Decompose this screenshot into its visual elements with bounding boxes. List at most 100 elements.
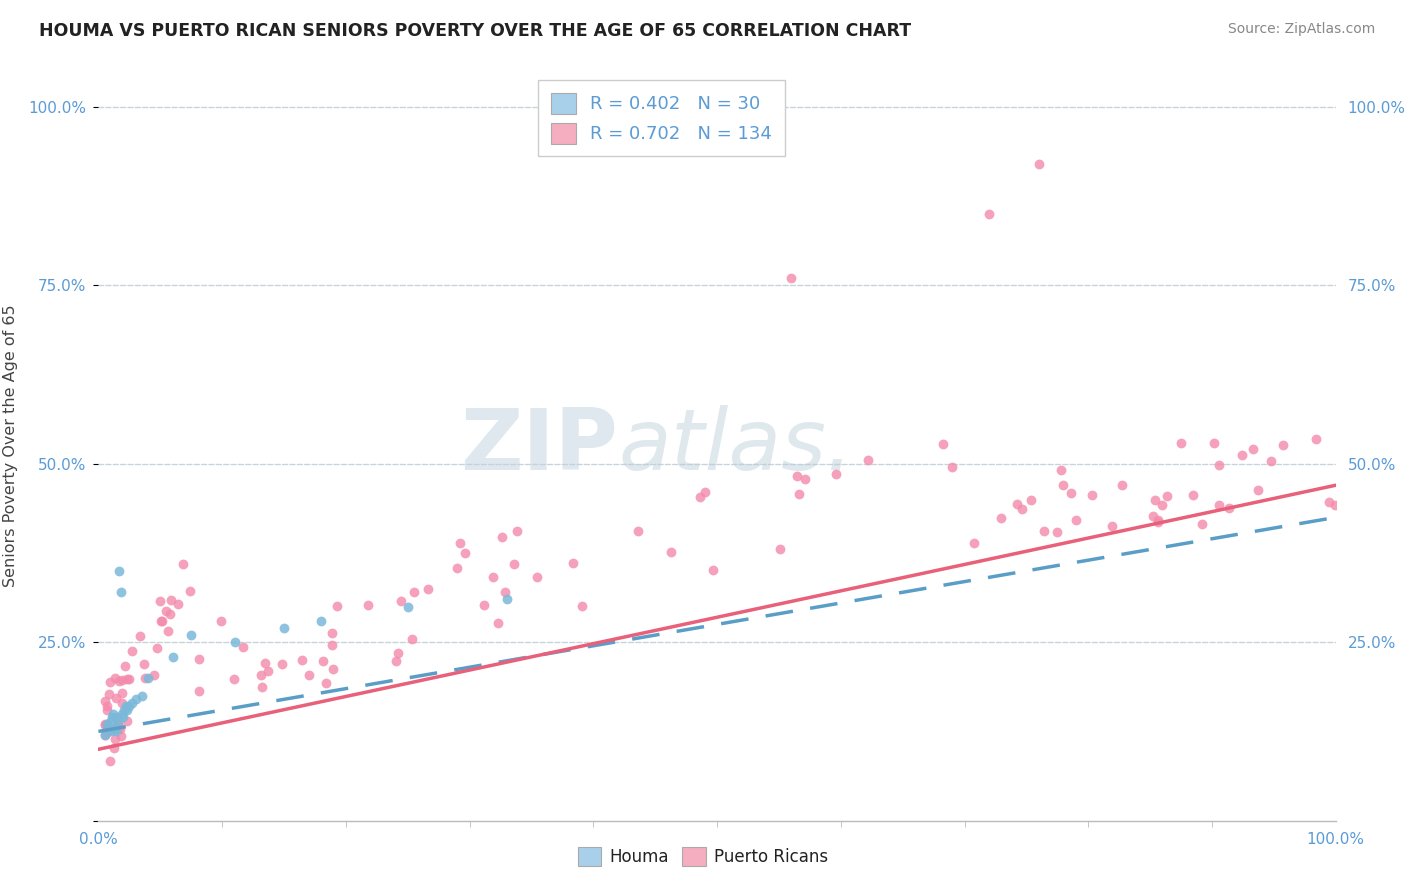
Point <box>321 626 343 640</box>
Point <box>561 556 583 570</box>
Point <box>107 720 129 734</box>
Point <box>222 672 245 686</box>
Point <box>104 671 127 685</box>
Point <box>149 614 172 628</box>
Point <box>1317 495 1340 509</box>
Point <box>941 460 963 475</box>
Point <box>1033 524 1056 538</box>
Point <box>108 674 131 689</box>
Point <box>990 510 1012 524</box>
Point <box>1208 458 1230 472</box>
Point <box>121 644 143 658</box>
Point <box>659 545 682 559</box>
Point <box>143 668 166 682</box>
Point <box>100 714 122 728</box>
Point <box>446 561 468 575</box>
Point <box>118 699 141 714</box>
Point <box>107 716 129 731</box>
Point <box>96 716 118 731</box>
Point <box>321 638 343 652</box>
Point <box>693 485 716 500</box>
Point <box>1005 497 1028 511</box>
Point <box>291 653 314 667</box>
Point <box>149 594 172 608</box>
Point <box>326 599 349 614</box>
Point <box>506 524 529 538</box>
Point <box>391 593 413 607</box>
Point <box>132 657 155 672</box>
Point <box>482 570 505 584</box>
Point <box>94 694 117 708</box>
Point <box>103 723 125 737</box>
Legend: Houma, Puerto Ricans: Houma, Puerto Ricans <box>571 840 835 873</box>
Point <box>273 621 295 635</box>
Point <box>315 676 337 690</box>
Point <box>1028 157 1050 171</box>
Point <box>111 706 134 721</box>
Point <box>166 597 188 611</box>
Point <box>104 724 127 739</box>
Point <box>472 598 495 612</box>
Point <box>96 703 118 717</box>
Point <box>180 628 202 642</box>
Point <box>312 654 335 668</box>
Point <box>963 536 986 550</box>
Point <box>96 717 118 731</box>
Point <box>1052 478 1074 492</box>
Point <box>502 558 524 572</box>
Point <box>1101 518 1123 533</box>
Point <box>124 692 146 706</box>
Point <box>224 635 246 649</box>
Point <box>385 654 408 668</box>
Point <box>117 714 139 728</box>
Point <box>1230 448 1253 462</box>
Point <box>112 703 135 717</box>
Point <box>187 652 209 666</box>
Point <box>702 563 724 577</box>
Point <box>136 671 159 685</box>
Point <box>979 207 1001 221</box>
Point <box>322 662 344 676</box>
Point <box>1241 442 1264 457</box>
Point <box>98 687 121 701</box>
Point <box>1260 453 1282 467</box>
Point <box>110 585 132 599</box>
Point <box>114 699 136 714</box>
Point <box>1011 502 1033 516</box>
Point <box>627 524 650 538</box>
Point <box>103 731 125 746</box>
Point <box>494 585 516 599</box>
Point <box>94 728 117 742</box>
Point <box>491 530 513 544</box>
Point <box>932 437 955 451</box>
Point <box>94 717 117 731</box>
Point <box>100 724 122 739</box>
Point <box>1150 498 1173 512</box>
Point <box>769 541 792 556</box>
Point <box>1064 513 1087 527</box>
Point <box>1156 489 1178 503</box>
Point <box>115 673 138 687</box>
Point <box>104 690 127 705</box>
Point <box>107 714 129 728</box>
Point <box>131 689 153 703</box>
Point <box>271 657 294 671</box>
Text: Source: ZipAtlas.com: Source: ZipAtlas.com <box>1227 22 1375 37</box>
Point <box>159 607 181 621</box>
Point <box>128 629 150 643</box>
Point <box>486 615 509 630</box>
Point <box>309 614 332 628</box>
Point <box>159 592 181 607</box>
Point <box>858 453 880 467</box>
Point <box>1059 486 1081 500</box>
Point <box>179 583 201 598</box>
Point <box>689 491 711 505</box>
Point <box>111 673 134 687</box>
Point <box>1021 493 1043 508</box>
Point <box>97 721 120 735</box>
Point <box>1142 508 1164 523</box>
Point <box>155 604 177 618</box>
Point <box>118 672 141 686</box>
Point <box>252 681 274 695</box>
Point <box>1208 498 1230 512</box>
